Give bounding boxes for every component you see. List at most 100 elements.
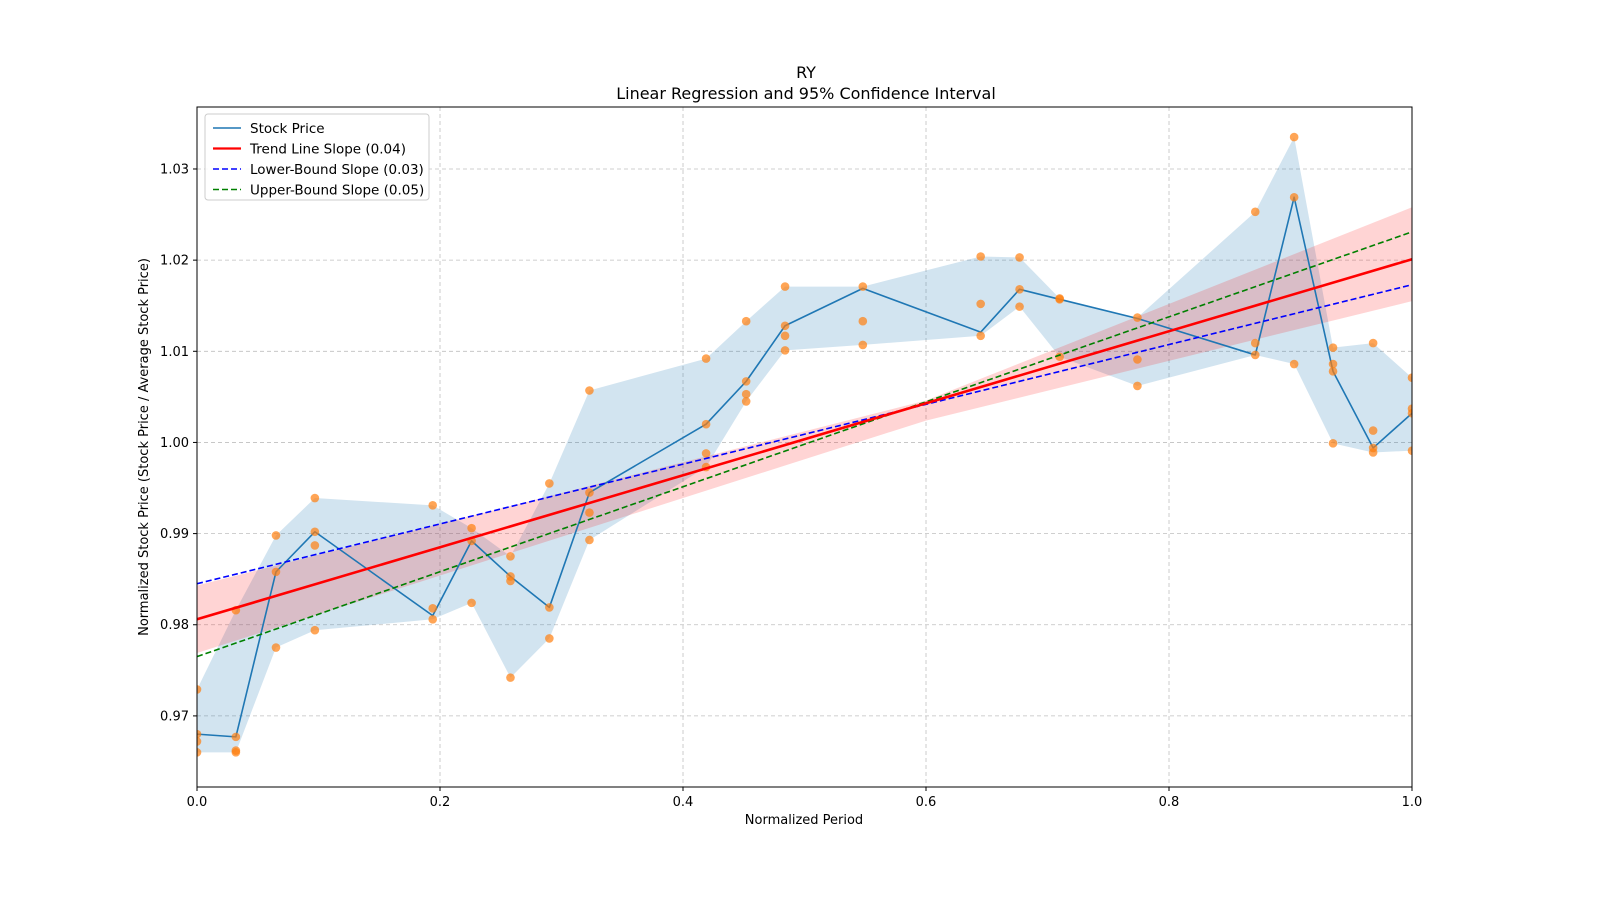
scatter-point <box>1328 359 1338 369</box>
scatter-point <box>1133 381 1142 391</box>
scatter-point <box>585 386 594 395</box>
scatter-point <box>585 508 594 517</box>
y-tick-label: 1.02 <box>160 254 189 269</box>
plot-area <box>197 132 1412 757</box>
legend-label: Lower-Bound Slope (0.03) <box>250 162 424 178</box>
scatter-point <box>506 576 515 586</box>
plot-frame <box>196 106 1413 788</box>
scatter-point <box>428 614 438 624</box>
scatter-point <box>197 729 202 739</box>
axis-ticks: 0.0 0.2 0.4 0.6 0.8 1.0 0.97 0.98 0.99 1.00 1.01 1.… <box>160 162 1422 810</box>
scatter-point <box>780 331 790 341</box>
legend-label: Stock Price <box>250 121 325 137</box>
scatter-point <box>506 673 515 682</box>
scatter-point <box>467 598 476 608</box>
scatter-point <box>1250 207 1260 217</box>
legend: Stock Price Trend Line Slope (0.04) Lower-… <box>204 113 430 201</box>
scatter-point <box>780 321 790 331</box>
scatter-point <box>1055 295 1064 304</box>
scatter-point <box>1289 192 1299 202</box>
scatter-point <box>780 282 790 291</box>
x-tick-label: 0.2 <box>430 795 451 810</box>
scatter-point <box>701 419 711 429</box>
scatter-point <box>858 282 868 291</box>
scatter-point <box>1407 408 1412 418</box>
scatter-point <box>271 531 281 540</box>
y-tick-label: 0.98 <box>160 618 189 633</box>
chart-subtitle: Linear Regression and 95% Confidence Int… <box>616 84 996 103</box>
x-tick-label: 0.6 <box>916 795 937 810</box>
scatter-point <box>1289 132 1299 142</box>
trend-confidence-band <box>197 207 1412 654</box>
scatter-point <box>231 748 241 757</box>
chart-title: RY <box>796 63 816 82</box>
scatter-point <box>1015 285 1024 294</box>
scatter-point <box>780 346 790 355</box>
scatter-point <box>310 493 320 503</box>
scatter-point <box>1055 352 1064 362</box>
scatter-point <box>976 252 985 261</box>
scatter-point <box>1133 355 1142 364</box>
scatter-point <box>585 535 594 545</box>
trend-line <box>197 257 1412 621</box>
scatter-point <box>585 488 594 497</box>
scatter-point <box>197 685 202 694</box>
scatter-point <box>741 389 751 399</box>
scatter-point <box>271 567 281 577</box>
legend-box <box>204 113 430 201</box>
scatter-point <box>741 316 751 326</box>
scatter-point <box>1015 253 1024 262</box>
scatter-point <box>858 316 868 326</box>
x-axis-label: Normalized Period <box>745 813 863 828</box>
scatter-point <box>1328 367 1338 376</box>
scatter-point <box>545 603 554 612</box>
scatter-point <box>1368 338 1378 348</box>
x-tick-label: 0.4 <box>673 795 694 810</box>
x-tick-label: 1.0 <box>1402 795 1423 810</box>
scatter-point <box>976 331 985 341</box>
scatter-point <box>858 340 868 350</box>
scatter-point <box>197 737 202 746</box>
x-tick-label: 0.8 <box>1159 795 1180 810</box>
scatter-point <box>701 449 711 458</box>
scatter-point <box>506 552 515 561</box>
scatter-point <box>271 643 281 652</box>
legend-label: Upper-Bound Slope (0.05) <box>250 183 424 199</box>
scatter-point <box>1250 350 1260 360</box>
scatter-point <box>310 541 320 550</box>
scatter-point <box>310 527 320 537</box>
scatter-point <box>1407 446 1412 455</box>
upper-bound-line <box>197 231 1412 658</box>
scatter-point <box>1328 439 1338 448</box>
scatter-point <box>467 523 476 533</box>
scatter-point <box>231 732 241 742</box>
scatter-point <box>1407 373 1412 383</box>
scatter-point <box>741 397 751 406</box>
scatter-point <box>976 299 985 309</box>
scatter-point <box>1133 313 1142 322</box>
scatter-point <box>428 604 438 613</box>
y-tick-label: 1.01 <box>160 345 189 360</box>
scatter-point <box>310 625 320 635</box>
scatter-point <box>197 748 202 757</box>
scatter-point <box>1328 343 1338 352</box>
price-range-band <box>197 137 1412 753</box>
scatter-point <box>545 634 554 643</box>
scatter-point <box>1250 338 1260 348</box>
scatter-point <box>741 377 751 386</box>
stock-price-line <box>197 196 1412 738</box>
scatter-point <box>1015 302 1024 311</box>
legend-label: Trend Line Slope (0.04) <box>249 142 406 158</box>
scatter-point <box>1289 359 1299 369</box>
y-axis-label: Normalized Stock Price (Stock Price / Av… <box>137 258 152 636</box>
scatter-point <box>428 501 438 510</box>
y-tick-label: 1.03 <box>160 162 189 177</box>
scatter-point <box>701 354 711 363</box>
y-tick-label: 0.99 <box>160 527 189 542</box>
lower-bound-line <box>197 283 1412 585</box>
y-tick-label: 0.97 <box>160 709 189 724</box>
scatter-point <box>1368 448 1378 457</box>
scatter-point <box>545 479 554 488</box>
x-tick-label: 0.0 <box>187 795 208 810</box>
